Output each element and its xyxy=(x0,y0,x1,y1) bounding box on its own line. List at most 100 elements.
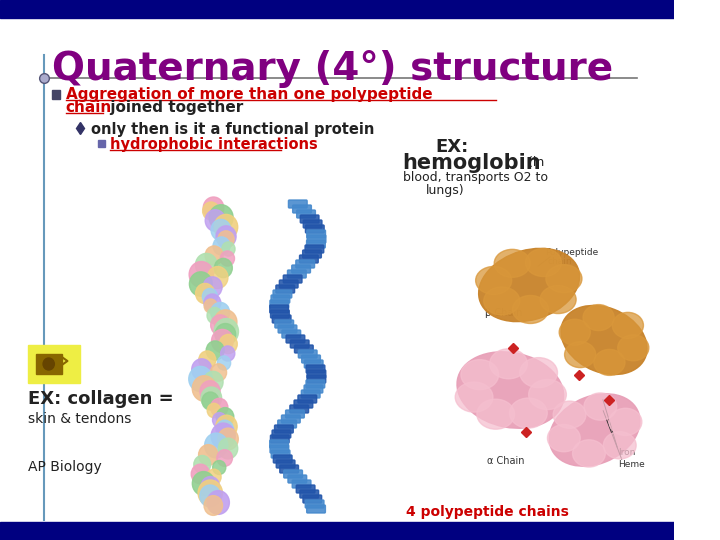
FancyBboxPatch shape xyxy=(300,215,319,223)
Ellipse shape xyxy=(609,408,642,435)
Text: only then is it a functional protein: only then is it a functional protein xyxy=(91,122,374,137)
Circle shape xyxy=(189,366,212,391)
FancyBboxPatch shape xyxy=(289,200,307,208)
Circle shape xyxy=(207,469,221,485)
Text: AP Biology: AP Biology xyxy=(28,460,102,474)
FancyBboxPatch shape xyxy=(306,365,325,373)
Ellipse shape xyxy=(457,352,564,428)
Circle shape xyxy=(212,329,233,353)
FancyBboxPatch shape xyxy=(271,295,289,303)
Circle shape xyxy=(217,356,230,370)
Circle shape xyxy=(192,471,215,495)
FancyBboxPatch shape xyxy=(300,255,318,263)
Circle shape xyxy=(202,202,220,220)
FancyBboxPatch shape xyxy=(279,280,298,288)
FancyBboxPatch shape xyxy=(307,235,326,243)
Circle shape xyxy=(218,438,238,459)
Circle shape xyxy=(200,485,220,507)
Circle shape xyxy=(203,277,222,297)
Circle shape xyxy=(218,231,234,248)
FancyBboxPatch shape xyxy=(271,435,289,443)
Circle shape xyxy=(220,334,238,354)
Circle shape xyxy=(204,299,217,313)
Circle shape xyxy=(203,197,224,219)
Circle shape xyxy=(211,219,231,241)
Circle shape xyxy=(215,258,233,278)
Circle shape xyxy=(214,310,237,334)
FancyBboxPatch shape xyxy=(270,300,289,308)
Ellipse shape xyxy=(561,306,647,375)
Text: blood, transports O2 to: blood, transports O2 to xyxy=(402,171,548,184)
Ellipse shape xyxy=(520,357,557,388)
Ellipse shape xyxy=(455,382,493,412)
Circle shape xyxy=(222,242,235,256)
FancyBboxPatch shape xyxy=(270,445,289,453)
Circle shape xyxy=(192,464,210,484)
Circle shape xyxy=(213,237,230,255)
FancyBboxPatch shape xyxy=(294,345,313,353)
Circle shape xyxy=(216,420,233,439)
FancyBboxPatch shape xyxy=(305,225,324,233)
Circle shape xyxy=(211,315,230,335)
Circle shape xyxy=(194,455,211,474)
FancyBboxPatch shape xyxy=(290,340,309,348)
FancyBboxPatch shape xyxy=(270,305,289,313)
Circle shape xyxy=(202,288,217,305)
Circle shape xyxy=(204,433,228,458)
Circle shape xyxy=(214,319,238,345)
FancyBboxPatch shape xyxy=(302,390,320,398)
Ellipse shape xyxy=(490,349,527,379)
FancyBboxPatch shape xyxy=(282,415,300,423)
Circle shape xyxy=(199,444,218,465)
Bar xyxy=(52,90,60,99)
Circle shape xyxy=(201,387,222,409)
Text: Aggregation of more than one polypeptide: Aggregation of more than one polypeptide xyxy=(66,87,432,102)
Circle shape xyxy=(204,294,221,312)
FancyBboxPatch shape xyxy=(276,460,295,468)
Text: EX:: EX: xyxy=(436,138,469,156)
FancyBboxPatch shape xyxy=(303,220,322,228)
Circle shape xyxy=(43,358,54,370)
Circle shape xyxy=(212,413,226,427)
FancyBboxPatch shape xyxy=(287,270,306,278)
Circle shape xyxy=(211,399,228,417)
FancyBboxPatch shape xyxy=(274,455,292,463)
FancyBboxPatch shape xyxy=(307,240,325,248)
Circle shape xyxy=(205,210,225,231)
FancyBboxPatch shape xyxy=(298,350,317,358)
Circle shape xyxy=(207,267,228,288)
FancyBboxPatch shape xyxy=(292,205,311,213)
Text: α Chain: α Chain xyxy=(487,456,524,466)
Text: Polypeptide: Polypeptide xyxy=(545,248,598,257)
FancyBboxPatch shape xyxy=(271,310,289,318)
Circle shape xyxy=(205,246,223,265)
Circle shape xyxy=(211,423,235,449)
FancyBboxPatch shape xyxy=(275,320,294,328)
FancyBboxPatch shape xyxy=(305,500,324,508)
Ellipse shape xyxy=(618,335,649,361)
Text: Iron: Iron xyxy=(618,448,636,457)
Circle shape xyxy=(216,226,236,247)
Circle shape xyxy=(189,261,213,287)
Ellipse shape xyxy=(513,295,549,323)
FancyBboxPatch shape xyxy=(307,375,325,383)
FancyBboxPatch shape xyxy=(272,430,291,438)
Circle shape xyxy=(204,496,222,515)
Ellipse shape xyxy=(494,249,530,278)
Text: joined together: joined together xyxy=(105,100,243,115)
FancyBboxPatch shape xyxy=(271,450,290,458)
Text: lungs): lungs) xyxy=(426,184,464,197)
Ellipse shape xyxy=(612,312,644,339)
Ellipse shape xyxy=(477,399,515,429)
Text: β Chain: β Chain xyxy=(485,308,523,318)
Ellipse shape xyxy=(583,305,614,330)
FancyBboxPatch shape xyxy=(292,480,311,488)
FancyBboxPatch shape xyxy=(307,505,325,513)
Circle shape xyxy=(202,392,219,410)
Circle shape xyxy=(203,372,223,393)
Circle shape xyxy=(207,491,230,515)
Ellipse shape xyxy=(553,401,586,428)
Text: 4 polypeptide chains: 4 polypeptide chains xyxy=(405,505,568,519)
FancyBboxPatch shape xyxy=(307,230,325,238)
FancyBboxPatch shape xyxy=(273,290,292,298)
